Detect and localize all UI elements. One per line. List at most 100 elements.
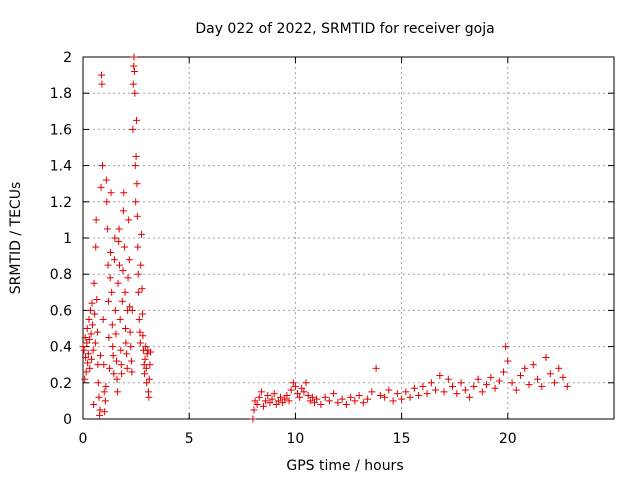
data-point xyxy=(92,243,100,251)
data-point xyxy=(385,386,393,394)
data-point xyxy=(84,359,92,367)
data-point xyxy=(311,399,319,407)
data-point xyxy=(538,382,546,390)
data-point xyxy=(277,393,285,401)
y-axis-label: SRMTID / TECUs xyxy=(8,182,24,295)
data-point xyxy=(264,391,272,399)
data-point xyxy=(470,382,478,390)
data-point xyxy=(546,370,554,378)
data-point xyxy=(120,243,128,251)
data-point xyxy=(296,393,304,401)
data-point xyxy=(107,248,115,256)
x-tick-label: 5 xyxy=(185,431,194,447)
x-tick-label: 20 xyxy=(499,431,517,447)
data-point xyxy=(525,381,533,389)
data-point xyxy=(495,377,503,385)
data-point xyxy=(111,234,119,242)
data-point xyxy=(279,399,287,407)
data-point xyxy=(406,393,414,401)
data-point xyxy=(285,397,293,405)
data-point xyxy=(266,399,274,407)
data-point xyxy=(84,350,92,358)
data-point xyxy=(96,352,104,360)
data-point xyxy=(478,388,486,396)
data-point xyxy=(93,296,101,304)
data-point xyxy=(124,274,132,282)
data-point xyxy=(86,306,94,314)
data-point xyxy=(427,379,435,387)
data-point xyxy=(302,379,310,387)
data-point xyxy=(105,334,113,342)
y-tick-label: 0.8 xyxy=(50,267,72,283)
data-point xyxy=(298,384,306,392)
data-point xyxy=(121,325,129,332)
data-point xyxy=(106,274,114,282)
data-point xyxy=(534,375,542,383)
data-point xyxy=(100,388,108,396)
data-point xyxy=(287,386,295,394)
data-point xyxy=(132,198,140,206)
data-point xyxy=(104,261,112,269)
data-point xyxy=(143,350,151,358)
data-point xyxy=(123,350,131,358)
data-point xyxy=(82,353,90,361)
data-point xyxy=(419,382,427,390)
data-point xyxy=(113,375,121,383)
x-tick-label: 0 xyxy=(79,431,88,447)
data-point xyxy=(338,395,346,403)
data-point xyxy=(559,373,567,381)
data-point xyxy=(131,89,139,97)
data-point xyxy=(440,388,448,396)
data-point xyxy=(364,395,372,403)
data-point xyxy=(87,355,95,363)
data-point xyxy=(91,339,99,347)
data-point xyxy=(142,343,150,351)
y-tick-label: 1.2 xyxy=(50,195,72,211)
data-point xyxy=(131,162,139,170)
data-point xyxy=(300,388,308,396)
data-point xyxy=(330,390,338,398)
data-point xyxy=(107,189,115,197)
data-point xyxy=(128,368,136,376)
data-point xyxy=(98,80,106,88)
data-point xyxy=(502,343,510,351)
x-axis-label: GPS time / hours xyxy=(286,458,403,474)
data-point xyxy=(381,393,389,401)
grid-lines xyxy=(83,57,614,419)
data-point xyxy=(135,288,143,296)
data-point xyxy=(99,315,107,323)
data-point xyxy=(102,382,110,390)
data-point xyxy=(250,406,258,414)
data-point xyxy=(112,330,120,338)
data-point xyxy=(93,328,101,336)
y-tick-label: 2 xyxy=(63,50,72,66)
data-point xyxy=(119,267,127,275)
data-point xyxy=(94,361,102,369)
data-point xyxy=(487,373,495,381)
data-point xyxy=(410,384,418,392)
data-point xyxy=(141,370,149,378)
data-point xyxy=(127,343,135,351)
data-point xyxy=(87,330,95,338)
data-point xyxy=(82,368,90,376)
data-point xyxy=(85,315,93,323)
data-point xyxy=(449,382,457,390)
data-point xyxy=(86,364,94,372)
data-point xyxy=(512,386,520,394)
data-point xyxy=(415,391,423,399)
data-point xyxy=(268,395,276,403)
data-point xyxy=(111,306,119,314)
data-point xyxy=(110,370,118,378)
y-tick-label: 1.8 xyxy=(50,86,72,102)
data-point xyxy=(270,390,278,398)
chart-title: Day 022 of 2022, SRMTID for receiver goj… xyxy=(195,21,494,37)
y-tick-label: 0.6 xyxy=(50,303,72,319)
data-point xyxy=(145,393,153,401)
data-point xyxy=(97,71,105,79)
data-point xyxy=(141,355,149,363)
data-point xyxy=(80,346,88,354)
data-point xyxy=(101,397,109,405)
data-point xyxy=(103,225,111,233)
data-point xyxy=(257,388,265,396)
data-point xyxy=(83,339,91,347)
